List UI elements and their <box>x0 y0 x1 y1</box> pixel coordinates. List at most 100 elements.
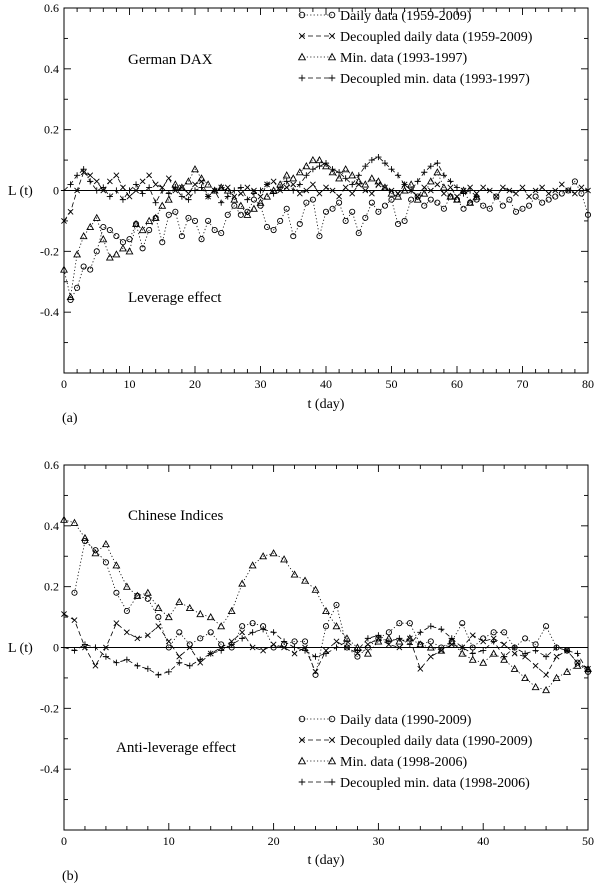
data-point <box>105 253 114 261</box>
series-1 <box>61 169 591 224</box>
data-point <box>207 629 214 636</box>
data-point <box>316 233 323 240</box>
data-point <box>506 196 513 203</box>
data-point <box>513 190 519 197</box>
data-point <box>93 187 100 194</box>
data-point <box>165 644 172 651</box>
data-point <box>312 653 319 660</box>
data-point <box>380 183 389 191</box>
data-point <box>280 555 289 563</box>
data-point <box>362 187 369 194</box>
legend-entry: Decoupled daily data (1990-2009) <box>340 734 533 749</box>
data-point <box>342 184 349 191</box>
data-point <box>263 192 272 200</box>
data-point <box>74 187 81 194</box>
data-point <box>191 165 199 173</box>
legend-marker <box>297 52 307 61</box>
data-point <box>396 644 403 651</box>
data-point <box>61 611 67 617</box>
data-point <box>563 667 572 675</box>
data-point <box>197 635 204 642</box>
data-point <box>218 647 225 654</box>
data-point <box>426 643 435 651</box>
data-point <box>532 647 539 654</box>
data-point <box>322 623 330 630</box>
data-point <box>154 603 163 612</box>
legend-marker <box>327 756 337 765</box>
data-point <box>296 181 303 188</box>
data-point <box>480 638 487 645</box>
data-point <box>164 195 173 203</box>
data-point <box>277 184 284 191</box>
y-tick-label: 0.4 <box>44 62 59 76</box>
data-point <box>177 183 186 191</box>
data-point <box>74 284 81 291</box>
data-point <box>60 187 68 194</box>
data-point <box>191 187 199 194</box>
data-point <box>459 620 466 627</box>
data-point <box>106 226 113 234</box>
data-point <box>165 175 172 182</box>
data-point <box>333 601 340 608</box>
data-point <box>364 635 372 642</box>
series-3 <box>60 153 480 206</box>
x-tick-label: 20 <box>189 377 201 391</box>
data-point <box>67 181 74 188</box>
data-point <box>191 217 199 224</box>
data-point <box>113 620 120 627</box>
chart-panel-a: German DAX Leverage effect L (t) t (day)… <box>8 1 594 426</box>
data-point <box>144 595 151 602</box>
data-point <box>558 181 565 188</box>
data-point <box>532 641 539 648</box>
series-line <box>63 519 589 691</box>
data-point <box>355 230 362 237</box>
data-point <box>165 638 172 645</box>
data-point <box>322 160 330 167</box>
data-point <box>434 181 441 188</box>
legend-marker <box>298 11 306 19</box>
chart-annotation: Anti-leverage effect <box>116 740 237 756</box>
data-point <box>479 658 488 666</box>
x-tick-label: 0 <box>61 834 67 848</box>
data-point <box>493 193 500 200</box>
data-point <box>249 620 256 627</box>
data-point <box>558 190 565 197</box>
data-point <box>290 181 297 188</box>
data-point <box>486 187 493 194</box>
data-point <box>585 187 591 194</box>
data-point <box>526 193 532 200</box>
data-point <box>290 233 297 240</box>
data-point <box>66 292 75 301</box>
chart-title: Chinese Indices <box>128 508 224 524</box>
series-2 <box>60 155 481 301</box>
data-point <box>396 620 403 627</box>
data-point <box>291 638 298 645</box>
x-tick-label: 60 <box>451 377 463 391</box>
data-point <box>67 208 74 215</box>
data-point <box>197 656 204 663</box>
data-point <box>87 172 94 179</box>
data-point <box>237 190 244 197</box>
data-point <box>303 172 310 179</box>
series-layer <box>60 153 592 304</box>
data-point <box>155 671 162 678</box>
data-point <box>205 193 212 200</box>
data-point <box>510 664 519 672</box>
data-point <box>119 196 127 203</box>
data-point <box>165 211 172 218</box>
data-point <box>434 199 441 206</box>
data-point <box>283 205 290 212</box>
data-point <box>439 183 448 191</box>
data-point <box>522 650 529 657</box>
data-point <box>185 214 192 221</box>
data-point <box>243 210 252 218</box>
data-point <box>335 174 344 182</box>
data-point <box>165 190 172 197</box>
data-point <box>159 187 166 194</box>
data-point <box>172 208 179 215</box>
legend-marker <box>328 74 336 82</box>
data-point <box>249 629 256 636</box>
x-tick-label: 50 <box>582 834 594 848</box>
data-point <box>344 644 350 651</box>
